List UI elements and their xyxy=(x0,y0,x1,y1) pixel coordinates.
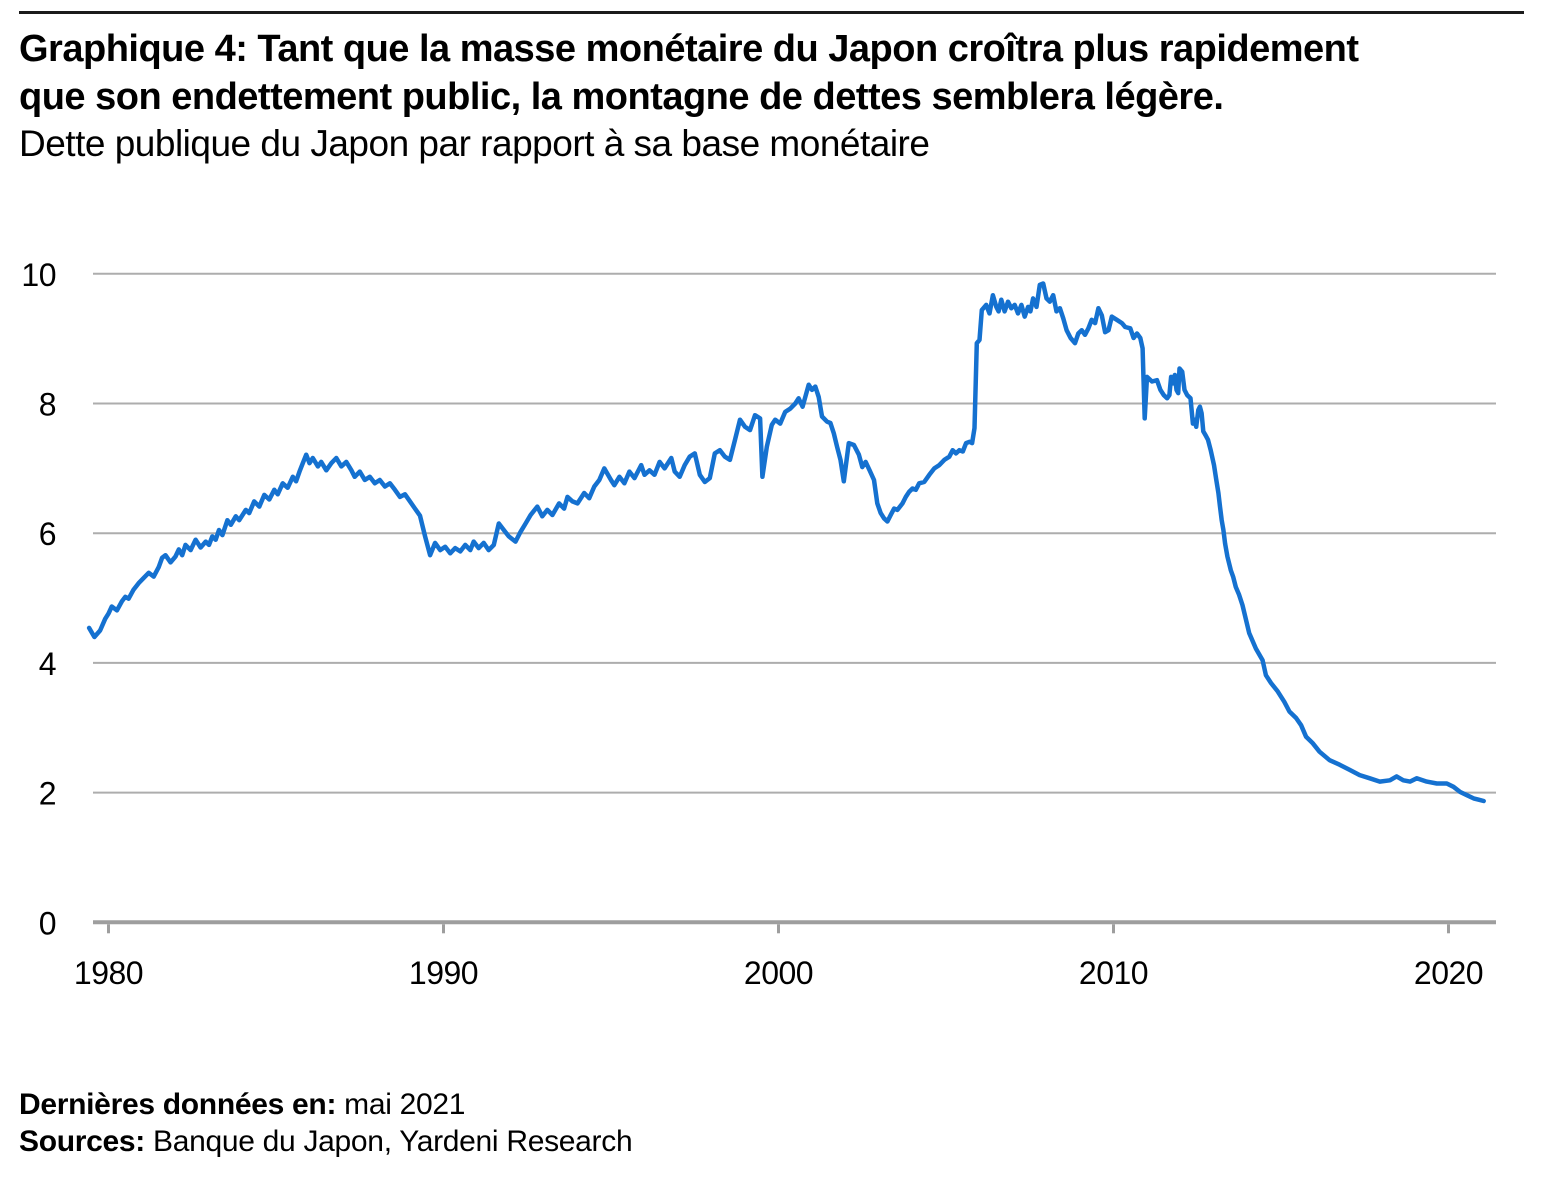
sources-value: Banque du Japon, Yardeni Research xyxy=(152,1125,633,1158)
page-title: Graphique 4: Tant que la masse monétaire… xyxy=(19,25,1359,121)
x-axis-ticks xyxy=(107,924,1450,934)
svg-text:2010: 2010 xyxy=(1079,955,1148,991)
svg-text:6: 6 xyxy=(39,516,56,552)
y-axis-labels: 0 2 4 6 8 10 xyxy=(21,257,56,942)
svg-text:1990: 1990 xyxy=(409,955,478,991)
footnote-sources: Sources: Banque du Japon, Yardeni Researc… xyxy=(19,1123,633,1160)
footnote-last-data: Dernières données en: mai 2021 xyxy=(19,1086,632,1123)
sources-label: Sources: xyxy=(19,1125,145,1158)
y-gridlines xyxy=(93,272,1496,794)
svg-text:8: 8 xyxy=(39,387,56,423)
data-line xyxy=(86,281,1486,804)
svg-text:2000: 2000 xyxy=(744,955,813,991)
svg-text:0: 0 xyxy=(39,905,56,941)
svg-text:2020: 2020 xyxy=(1414,955,1483,991)
chart-subtitle: Dette publique du Japon par rapport à sa… xyxy=(19,123,930,164)
svg-text:1980: 1980 xyxy=(74,955,143,991)
svg-text:4: 4 xyxy=(39,646,56,682)
page-title-line-2: que son endettement public, la montagne … xyxy=(19,76,1224,118)
svg-text:10: 10 xyxy=(21,257,56,293)
x-axis-labels: 1980 1990 2000 2010 2020 xyxy=(74,955,1484,991)
top-rule xyxy=(19,11,1524,14)
last-data-value: mai 2021 xyxy=(344,1088,466,1121)
page-title-line-1: Graphique 4: Tant que la masse monétaire… xyxy=(19,28,1359,70)
last-data-label: Dernières données en: xyxy=(19,1088,337,1121)
footnotes: Dernières données en: mai 2021 Sources: Ba… xyxy=(19,1086,633,1160)
svg-text:2: 2 xyxy=(39,776,56,812)
